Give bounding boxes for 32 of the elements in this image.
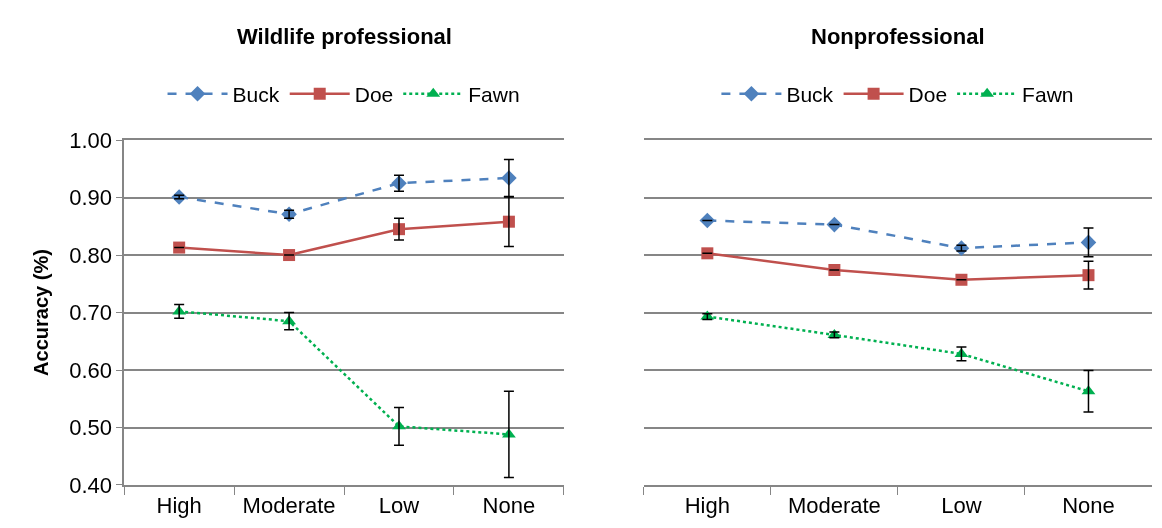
legend-label: Doe [354,82,394,106]
chart-title: Wildlife professional [237,24,452,49]
chart-title: Nonprofessional [811,24,985,49]
x-tick-label: High [684,493,730,519]
x-tick-label: Moderate [242,493,336,519]
y-tick-label: 1.00 [69,127,113,153]
point [699,212,716,229]
legend-label: Buck [786,82,834,106]
point [955,273,968,286]
y-tick-label: 0.80 [69,242,113,268]
y-tick-label: 0.60 [69,357,113,383]
x-tick-label: Moderate [787,493,881,519]
x-tick-label: Low [941,493,982,519]
legend-label: Doe [908,82,948,106]
point [828,263,841,276]
x-tick-label: High [156,493,202,519]
x-tick-label: Low [378,493,420,519]
point [1082,269,1095,282]
point [701,247,714,260]
y-tick-label: 0.40 [69,472,113,498]
legend-label: Buck [232,82,280,106]
point [173,241,186,254]
y-axis-title: Accuracy (%) [30,249,53,376]
point [283,249,296,262]
y-tick-label: 0.70 [69,300,113,326]
x-tick-label: None [482,493,536,519]
point [826,216,843,233]
legend-label: Fawn [1022,82,1074,106]
x-tick-label: None [1062,493,1115,519]
y-tick-label: 0.90 [69,185,113,211]
y-tick-label: 0.50 [69,415,113,441]
legend-label: Fawn [468,82,520,106]
